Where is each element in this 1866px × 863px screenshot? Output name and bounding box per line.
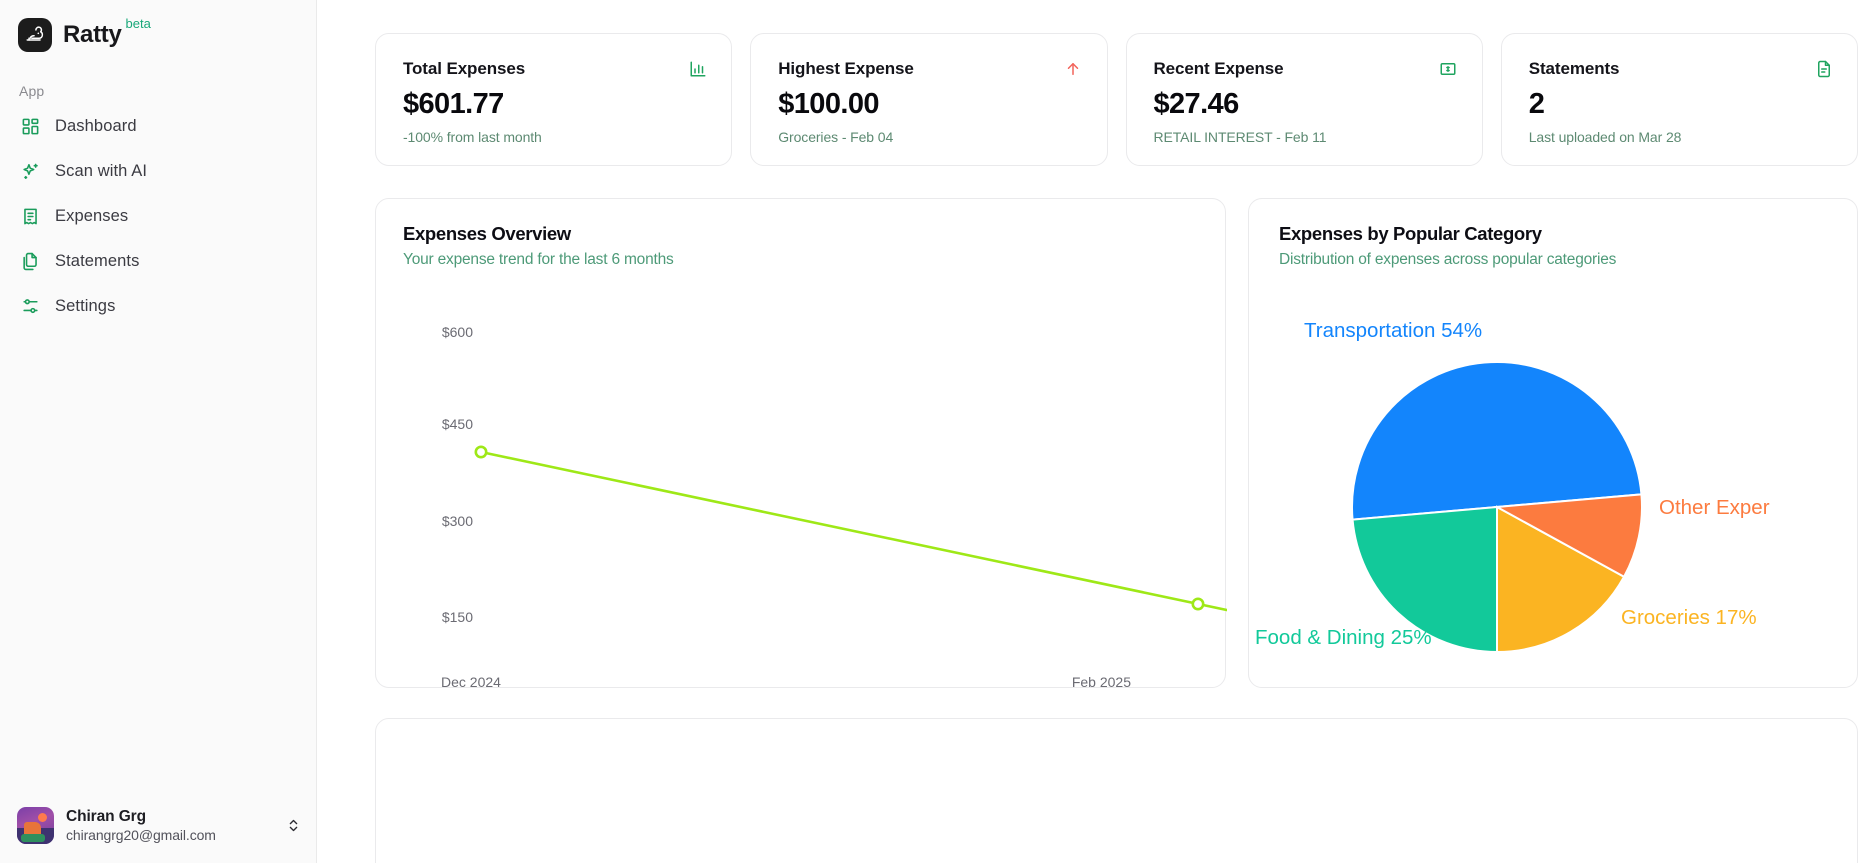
- expenses-overview-card: Expenses Overview Your expense trend for…: [375, 198, 1227, 690]
- banknote-icon: [1439, 59, 1458, 78]
- y-tick-label: $150: [442, 609, 473, 625]
- pie-label-groceries: Groceries 17%: [1621, 606, 1757, 629]
- card-title: Expenses by Popular Category: [1279, 223, 1542, 244]
- pie-slice-groceries: [1496, 505, 1626, 654]
- stat-card-recent-expense[interactable]: Recent Expense $27.46 RETAIL INTEREST - …: [1125, 33, 1483, 166]
- layout-dashboard-icon: [20, 116, 41, 137]
- card-subtitle: Distribution of expenses across popular …: [1279, 251, 1617, 268]
- sidebar-nav: Dashboard Scan with AI Expenses: [0, 104, 316, 329]
- receipt-icon: [20, 206, 41, 227]
- brand-header[interactable]: Ratty beta: [0, 0, 316, 56]
- sliders-settings-icon: [20, 296, 41, 317]
- expenses-by-category-card: Expenses by Popular Category Distributio…: [1248, 198, 1858, 688]
- stat-card-total-expenses[interactable]: Total Expenses $601.77 -100% from last m…: [375, 33, 733, 166]
- expenses-line-chart[interactable]: $600 $450 $300 $150 $0 Dec 2024 Feb 2025: [376, 277, 1227, 690]
- y-tick-label: $300: [442, 513, 473, 529]
- pie-label-food-dining: Food & Dining 25%: [1255, 626, 1432, 649]
- profile-email: chirangrg20@gmail.com: [66, 827, 216, 843]
- data-point-marker: [474, 445, 488, 459]
- stat-card-header: Statements: [1529, 59, 1833, 79]
- sidebar-item-settings[interactable]: Settings: [12, 284, 304, 329]
- profile-name: Chiran Grg: [66, 808, 146, 825]
- card-subtitle: Your expense trend for the last 6 months: [403, 251, 674, 268]
- bottom-panel-card: [375, 718, 1858, 863]
- stat-card-value: 2: [1528, 88, 1545, 120]
- brand-name: Ratty: [63, 21, 122, 48]
- charts-row: Expenses Overview Your expense trend for…: [375, 198, 1858, 690]
- card-title: Expenses Overview: [403, 223, 571, 244]
- stat-card-value: $601.77: [403, 88, 504, 120]
- arrow-up-icon: [1064, 59, 1083, 78]
- stat-card-header: Total Expenses: [403, 59, 707, 79]
- data-point-marker: [1191, 597, 1205, 611]
- x-tick-label: Feb 2025: [1072, 674, 1131, 690]
- profile-text: Chiran Grg chirangrg20@gmail.com: [66, 808, 285, 843]
- sidebar-item-label: Dashboard: [55, 117, 137, 135]
- avatar: [17, 807, 54, 844]
- stat-card-subtext: -100% from last month: [403, 129, 542, 145]
- sidebar-item-dashboard[interactable]: Dashboard: [12, 104, 304, 149]
- sidebar-item-statements[interactable]: Statements: [12, 239, 304, 284]
- stat-card-header: Recent Expense: [1154, 59, 1458, 79]
- pie-label-transportation: Transportation 54%: [1304, 319, 1482, 342]
- stat-card-value: $100.00: [778, 88, 879, 120]
- main-content: Total Expenses $601.77 -100% from last m…: [317, 0, 1866, 863]
- pie-label-other-expenses: Other Exper: [1659, 496, 1770, 519]
- bar-chart-icon: [688, 59, 707, 78]
- stat-card-statements[interactable]: Statements 2 Last uploaded on Mar 28: [1500, 33, 1858, 166]
- user-profile-button[interactable]: Chiran Grg chirangrg20@gmail.com: [0, 798, 317, 853]
- stat-card-title: Statements: [1528, 59, 1620, 78]
- stat-card-subtext: Last uploaded on Mar 28: [1528, 129, 1682, 145]
- stat-card-subtext: RETAIL INTEREST - Feb 11: [1153, 129, 1327, 145]
- sidebar-item-label: Settings: [55, 297, 116, 315]
- x-tick-label: Dec 2024: [441, 674, 501, 690]
- stat-card-title: Total Expenses: [403, 59, 526, 78]
- sidebar-section-label: App: [19, 83, 45, 99]
- sidebar-item-label: Statements: [55, 252, 140, 270]
- stat-card-highest-expense[interactable]: Highest Expense $100.00 Groceries - Feb …: [750, 33, 1108, 166]
- line-series: [479, 450, 1227, 612]
- pie-slice-transportation: [1351, 361, 1643, 521]
- sidebar-item-scan-with-ai[interactable]: Scan with AI: [12, 149, 304, 194]
- file-text-icon: [1814, 59, 1833, 78]
- y-tick-label: $450: [442, 416, 473, 432]
- pie-slice-other-expenses: [1493, 493, 1643, 579]
- pie-slice-food-dining: [1351, 505, 1498, 654]
- stat-card-title: Recent Expense: [1153, 59, 1284, 78]
- stat-card-subtext: Groceries - Feb 04: [778, 129, 894, 145]
- sidebar-item-label: Expenses: [55, 207, 129, 225]
- sidebar-item-expenses[interactable]: Expenses: [12, 194, 304, 239]
- sidebar: Ratty beta App Dashboard Scan with AI: [0, 0, 317, 863]
- files-copy-icon: [20, 251, 41, 272]
- stat-card-header: Highest Expense: [778, 59, 1082, 79]
- stats-row: Total Expenses $601.77 -100% from last m…: [375, 33, 1858, 166]
- sidebar-item-label: Scan with AI: [55, 162, 147, 180]
- stat-card-title: Highest Expense: [778, 59, 914, 78]
- stat-card-value: $27.46: [1153, 88, 1240, 120]
- sparkles-icon: [20, 161, 41, 182]
- brand-beta-badge: beta: [125, 16, 151, 31]
- rat-logo-icon: [18, 18, 52, 52]
- expenses-pie-chart[interactable]: Transportation 54% Other Exper Groceries…: [1249, 279, 1857, 679]
- chevrons-up-down-icon[interactable]: [285, 818, 301, 833]
- y-tick-label: $600: [442, 324, 473, 340]
